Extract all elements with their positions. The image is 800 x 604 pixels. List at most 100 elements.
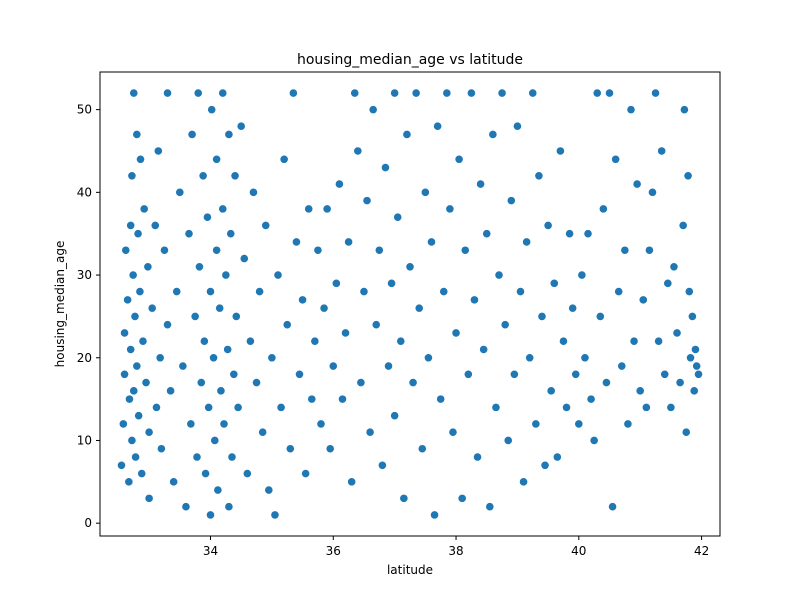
data-point	[380, 162, 391, 173]
data-point	[690, 344, 701, 355]
data-point	[124, 477, 134, 487]
data-point	[119, 369, 130, 379]
data-point	[231, 311, 241, 322]
data-point	[386, 278, 397, 288]
data-point	[546, 386, 556, 396]
data-point	[141, 377, 151, 388]
data-point	[233, 402, 243, 412]
y-tick-label: 0	[84, 516, 92, 530]
data-point	[132, 361, 142, 371]
data-point	[681, 427, 691, 437]
data-point	[242, 468, 252, 479]
data-point	[580, 353, 590, 363]
data-point	[334, 179, 345, 189]
data-point	[251, 377, 262, 388]
data-point	[224, 129, 234, 140]
data-point	[479, 344, 489, 355]
data-point	[543, 220, 553, 231]
data-point	[144, 493, 154, 503]
data-point	[469, 295, 480, 305]
data-point	[134, 411, 144, 421]
x-tick-label: 36	[326, 544, 341, 558]
data-point	[491, 402, 501, 412]
data-point	[598, 204, 608, 214]
data-point	[218, 88, 228, 98]
data-point	[525, 353, 535, 363]
data-point	[139, 204, 149, 214]
data-point	[568, 303, 578, 313]
data-point	[457, 493, 467, 503]
data-point	[683, 171, 693, 181]
data-point	[399, 493, 409, 503]
data-point	[313, 245, 323, 255]
data-point	[319, 303, 329, 313]
data-point	[121, 245, 131, 255]
data-point	[200, 468, 211, 479]
data-point	[571, 369, 581, 379]
data-point	[236, 121, 246, 131]
data-point	[159, 245, 170, 255]
data-point	[248, 187, 259, 197]
data-point	[451, 328, 461, 338]
data-point	[485, 502, 495, 512]
data-point	[207, 105, 217, 115]
data-point	[604, 88, 615, 98]
data-point	[212, 154, 222, 164]
data-point	[224, 502, 234, 512]
data-point	[561, 402, 572, 412]
data-point	[347, 477, 357, 487]
data-point	[132, 129, 142, 140]
data-point	[187, 129, 197, 140]
data-point	[475, 179, 486, 189]
data-point	[626, 105, 636, 115]
data-point	[205, 286, 216, 297]
data-point	[629, 336, 639, 346]
data-point	[684, 286, 694, 297]
data-point	[226, 229, 236, 239]
data-point	[675, 377, 685, 388]
data-point	[687, 311, 697, 322]
data-point	[194, 262, 205, 272]
data-point	[423, 353, 434, 363]
data-point	[586, 394, 596, 404]
data-point	[620, 245, 630, 255]
data-point	[362, 196, 372, 206]
data-point	[635, 386, 645, 396]
data-point	[181, 502, 191, 512]
data-point	[460, 245, 470, 255]
data-point	[153, 146, 163, 156]
data-point	[589, 435, 599, 446]
data-point	[411, 88, 421, 98]
data-point	[144, 427, 154, 437]
data-point	[396, 336, 406, 346]
data-point	[666, 402, 676, 412]
data-point	[288, 88, 298, 98]
data-point	[565, 229, 575, 239]
y-tick-label: 20	[77, 351, 92, 365]
x-tick-label: 38	[448, 544, 463, 558]
data-point	[558, 336, 569, 346]
data-point	[135, 286, 145, 297]
data-point	[433, 121, 443, 131]
data-point	[297, 295, 308, 305]
data-point	[383, 361, 394, 371]
data-point	[258, 427, 268, 437]
data-point	[304, 204, 314, 214]
data-point	[192, 452, 202, 462]
data-point	[515, 286, 526, 297]
data-point	[463, 369, 473, 379]
data-point	[623, 419, 633, 429]
data-point	[638, 295, 648, 305]
data-point	[276, 402, 286, 412]
data-point	[307, 394, 317, 404]
data-point	[414, 303, 424, 313]
data-point	[439, 286, 449, 297]
data-point	[123, 295, 133, 305]
data-point	[512, 121, 523, 131]
data-point	[393, 212, 403, 222]
data-point	[328, 361, 338, 371]
data-point	[143, 262, 153, 272]
data-point	[155, 353, 165, 363]
data-point	[261, 220, 271, 231]
